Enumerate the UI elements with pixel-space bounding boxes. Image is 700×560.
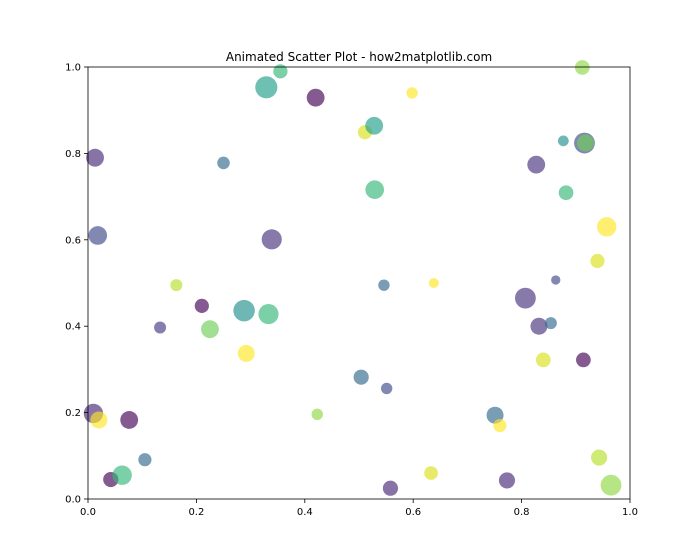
scatter-point: [201, 320, 219, 339]
scatter-point: [170, 279, 183, 292]
plot-frame: [87, 66, 631, 500]
scatter-point: [493, 418, 507, 433]
scatter-point: [378, 279, 390, 291]
x-tick-label: 0.8: [514, 507, 530, 518]
scatter-point: [90, 411, 108, 429]
scatter-point: [600, 474, 622, 496]
scatter-point: [551, 275, 561, 285]
scatter-point: [353, 369, 369, 385]
scatter-point: [530, 317, 548, 335]
scatter-point: [237, 344, 255, 362]
scatter-point: [591, 449, 608, 466]
scatter-point: [261, 229, 282, 250]
x-axis: 0.0 0.2 0.4 0.6 0.8 1.0: [80, 499, 638, 518]
scatter-point: [273, 64, 288, 79]
scatter-point: [365, 116, 384, 135]
scatter-point: [311, 408, 323, 421]
scatter-point: [255, 76, 278, 99]
scatter-point: [597, 217, 617, 237]
scatter-point: [86, 148, 104, 167]
scatter-point: [112, 465, 132, 485]
scatter-point: [233, 299, 255, 322]
scatter-point: [424, 466, 438, 480]
scatter-point: [428, 277, 439, 289]
scatter-point: [574, 60, 590, 75]
scatter-point: [514, 287, 536, 309]
scatter-point: [154, 321, 167, 334]
scatter-point: [527, 155, 546, 174]
y-tick-label: 1.0: [65, 63, 81, 74]
scatter-point: [380, 382, 393, 395]
points-layer: [83, 60, 622, 496]
scatter-point: [544, 317, 557, 330]
y-tick-label: 0.4: [65, 322, 81, 333]
scatter-point: [365, 180, 385, 199]
x-tick-label: 0.6: [405, 507, 421, 518]
scatter-point: [557, 135, 569, 147]
scatter-point: [88, 226, 108, 245]
y-tick-label: 0.8: [65, 149, 81, 160]
scatter-point: [217, 156, 230, 170]
scatter-point: [138, 453, 152, 467]
x-tick-label: 0.0: [80, 507, 96, 518]
scatter-point: [406, 87, 418, 99]
x-tick-label: 0.4: [297, 507, 313, 518]
scatter-point: [382, 480, 399, 496]
scatter-point: [558, 185, 574, 201]
scatter-point: [576, 352, 591, 368]
x-tick-label: 0.2: [188, 507, 204, 518]
chart-title: Animated Scatter Plot - how2matplotlib.c…: [226, 50, 492, 64]
scatter-point: [306, 88, 325, 107]
y-tick-label: 0.2: [65, 408, 81, 419]
x-tick-label: 1.0: [622, 507, 638, 518]
y-tick-label: 0.6: [65, 235, 81, 246]
y-axis: 0.0 0.2 0.4 0.6 0.8 1.0: [65, 63, 88, 506]
scatter-point: [498, 472, 516, 489]
y-tick-label: 0.0: [65, 495, 81, 506]
scatter-point: [120, 411, 139, 429]
scatter-point: [258, 304, 279, 325]
scatter-point: [590, 253, 605, 269]
scatter-point: [194, 298, 209, 314]
scatter-point: [577, 134, 595, 152]
scatter-point: [535, 352, 551, 368]
